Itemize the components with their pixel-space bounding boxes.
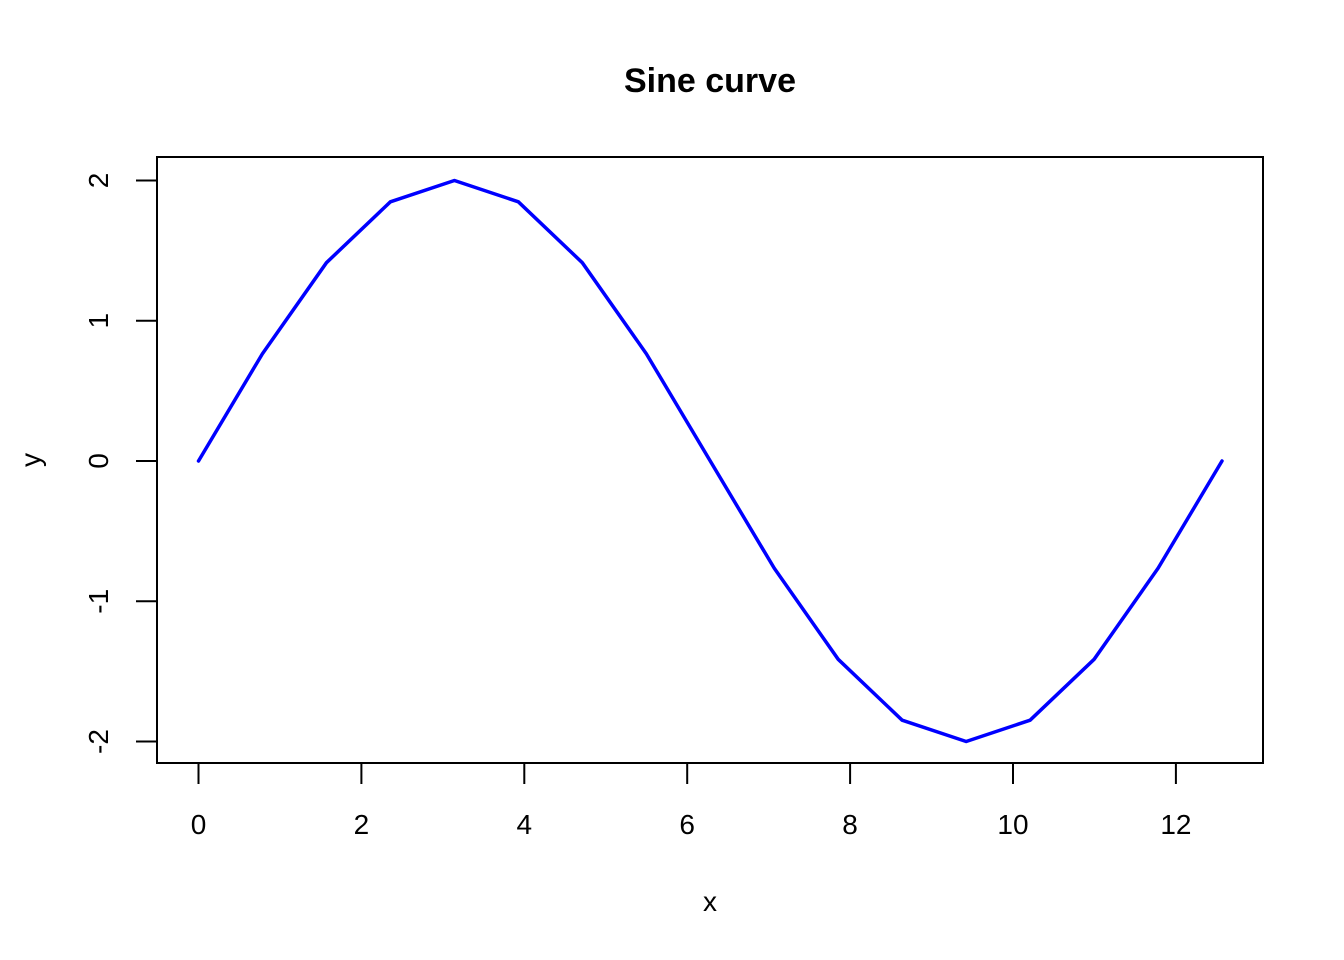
y-tick-label-2: 0 (83, 453, 114, 469)
x-tick-label-0: 0 (191, 809, 207, 840)
y-tick-label-4: 2 (83, 173, 114, 189)
x-tick-label-5: 10 (997, 809, 1028, 840)
y-tick-label-0: -2 (83, 729, 114, 754)
y-tick-label-3: 1 (83, 313, 114, 329)
x-tick-label-6: 12 (1160, 809, 1191, 840)
y-axis-label: y (15, 453, 46, 467)
chart-title: Sine curve (624, 62, 796, 100)
x-axis: 0 2 4 6 8 10 12 (191, 763, 1191, 840)
y-tick-label-1: -1 (83, 589, 114, 614)
series-line-0 (196, 178, 1224, 744)
x-tick-label-4: 8 (842, 809, 858, 840)
y-axis: -2 -1 0 1 2 (83, 173, 157, 754)
x-tick-label-3: 6 (679, 809, 695, 840)
x-tick-label-2: 4 (517, 809, 533, 840)
series-layer (196, 178, 1224, 744)
x-tick-label-1: 2 (354, 809, 370, 840)
x-axis-label: x (703, 886, 717, 917)
